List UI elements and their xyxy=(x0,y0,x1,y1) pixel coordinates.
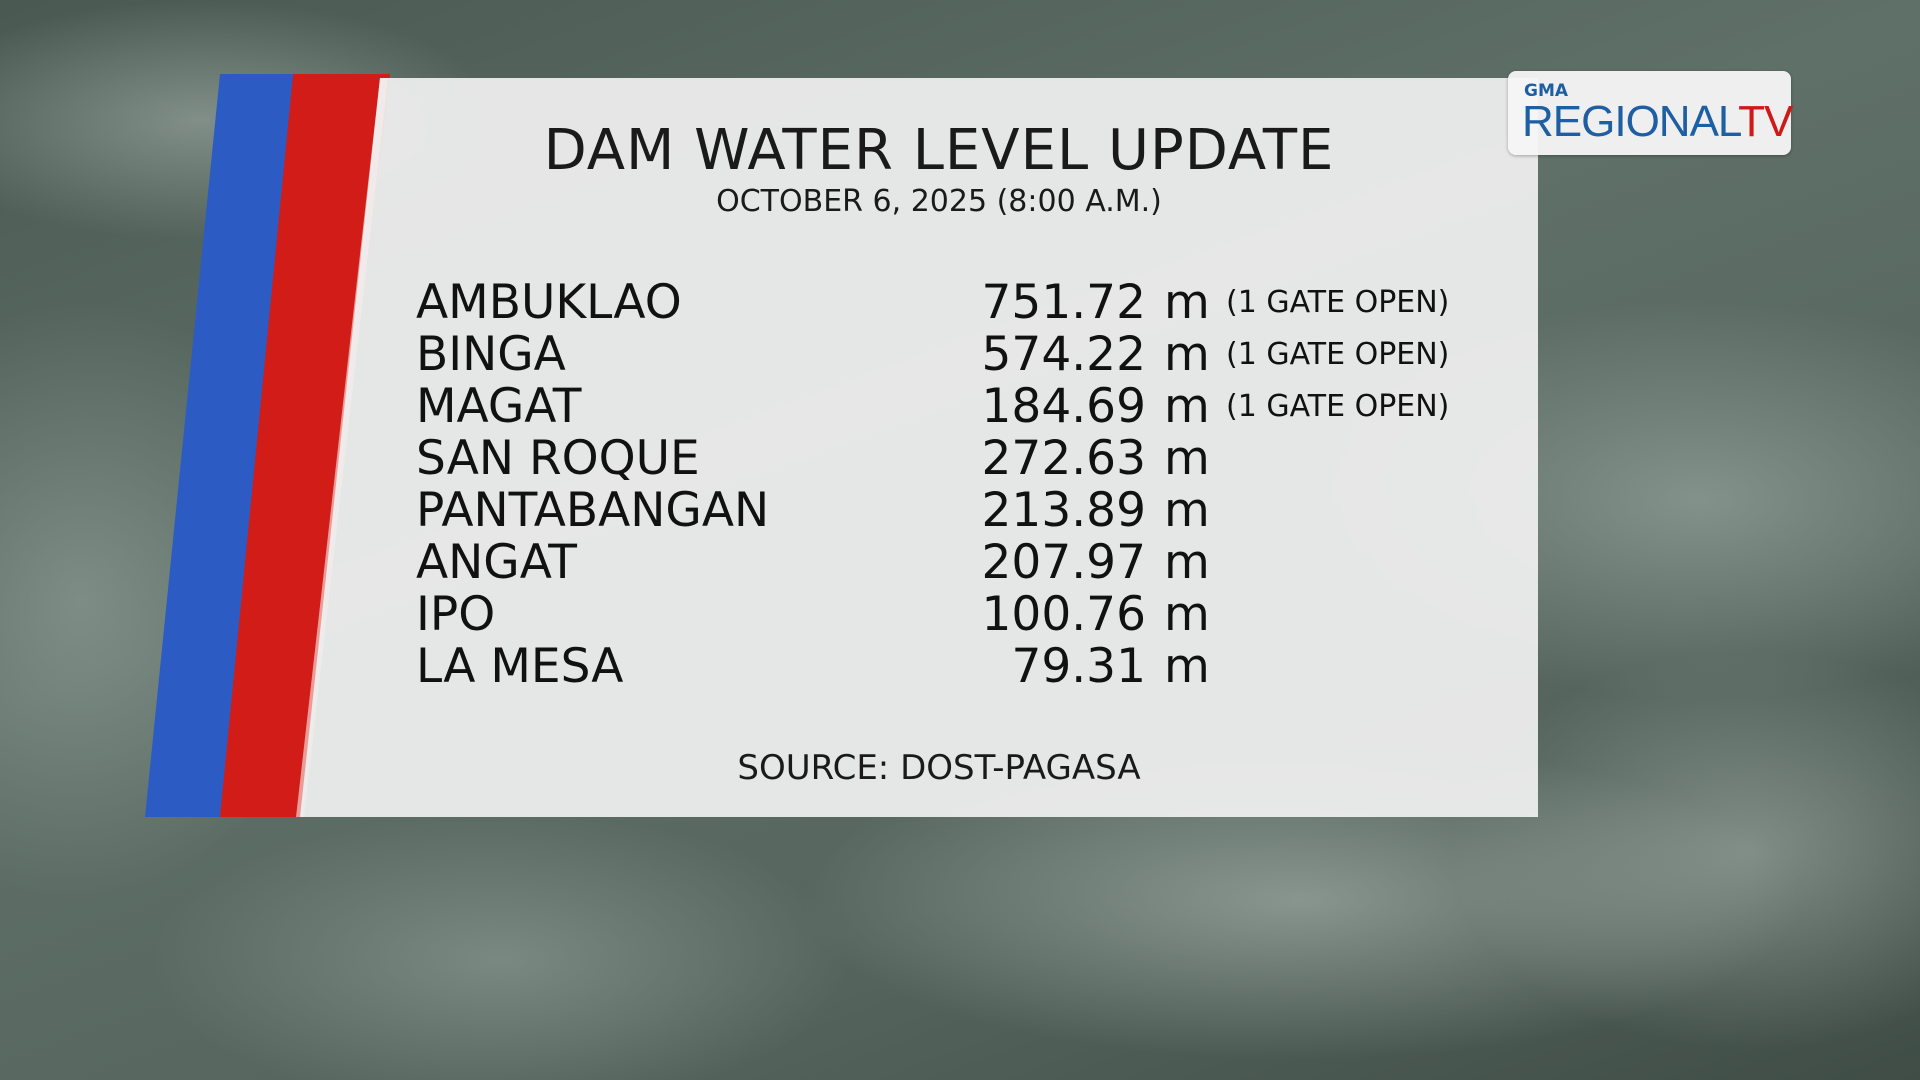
dam-name: PANTABANGAN xyxy=(416,482,770,538)
list-item: PANTABANGAN 213.89 m xyxy=(416,482,1449,538)
date-subtitle: OCTOBER 6, 2025 (8:00 A.M.) xyxy=(716,184,1162,219)
dam-unit: m xyxy=(1164,326,1210,382)
list-item: ANGAT 207.97 m xyxy=(416,534,1449,590)
list-item: SAN ROQUE 272.63 m xyxy=(416,430,1449,486)
dam-note: (1 GATE OPEN) xyxy=(1226,284,1450,320)
dam-level: 184.69 xyxy=(981,378,1146,434)
dam-unit: m xyxy=(1164,638,1210,694)
logo-regional: REGIONALTV xyxy=(1522,97,1793,147)
gma-regional-tv-logo: GMA REGIONALTV xyxy=(1508,71,1793,155)
info-panel xyxy=(300,78,1538,817)
list-item: LA MESA 79.31 m xyxy=(416,638,1449,694)
logo-main: REGIONAL xyxy=(1522,97,1739,146)
dam-name: AMBUKLAO xyxy=(416,274,682,330)
dam-list: AMBUKLAO 751.72 m (1 GATE OPEN) BINGA 574.22… xyxy=(416,274,1450,694)
list-item: AMBUKLAO 751.72 m (1 GATE OPEN) xyxy=(416,274,1450,330)
logo-accent: TV xyxy=(1738,97,1793,146)
dam-unit: m xyxy=(1164,586,1210,642)
page-title: DAM WATER LEVEL UPDATE xyxy=(543,118,1335,183)
dam-name: LA MESA xyxy=(416,638,624,694)
dam-unit: m xyxy=(1164,274,1210,330)
dam-level: 213.89 xyxy=(981,482,1146,538)
dam-name: IPO xyxy=(416,586,496,642)
dam-unit: m xyxy=(1164,378,1210,434)
logo-gma: GMA xyxy=(1524,81,1569,101)
list-item: IPO 100.76 m xyxy=(416,586,1449,642)
dam-name: MAGAT xyxy=(416,378,582,434)
dam-level: 100.76 xyxy=(981,586,1146,642)
dam-name: BINGA xyxy=(416,326,566,382)
source-credit: SOURCE: DOST-PAGASA xyxy=(737,748,1141,788)
dam-unit: m xyxy=(1164,482,1210,538)
dam-unit: m xyxy=(1164,534,1210,590)
dam-note: (1 GATE OPEN) xyxy=(1226,388,1450,424)
dam-note: (1 GATE OPEN) xyxy=(1226,336,1450,372)
dam-level: 79.31 xyxy=(1011,638,1146,694)
dam-level: 272.63 xyxy=(981,430,1146,486)
list-item: BINGA 574.22 m (1 GATE OPEN) xyxy=(416,326,1450,382)
dam-name: SAN ROQUE xyxy=(416,430,700,486)
dam-unit: m xyxy=(1164,430,1210,486)
dam-name: ANGAT xyxy=(416,534,577,590)
list-item: MAGAT 184.69 m (1 GATE OPEN) xyxy=(416,378,1450,434)
dam-level: 751.72 xyxy=(981,274,1146,330)
dam-level: 574.22 xyxy=(981,326,1146,382)
dam-level: 207.97 xyxy=(981,534,1146,590)
